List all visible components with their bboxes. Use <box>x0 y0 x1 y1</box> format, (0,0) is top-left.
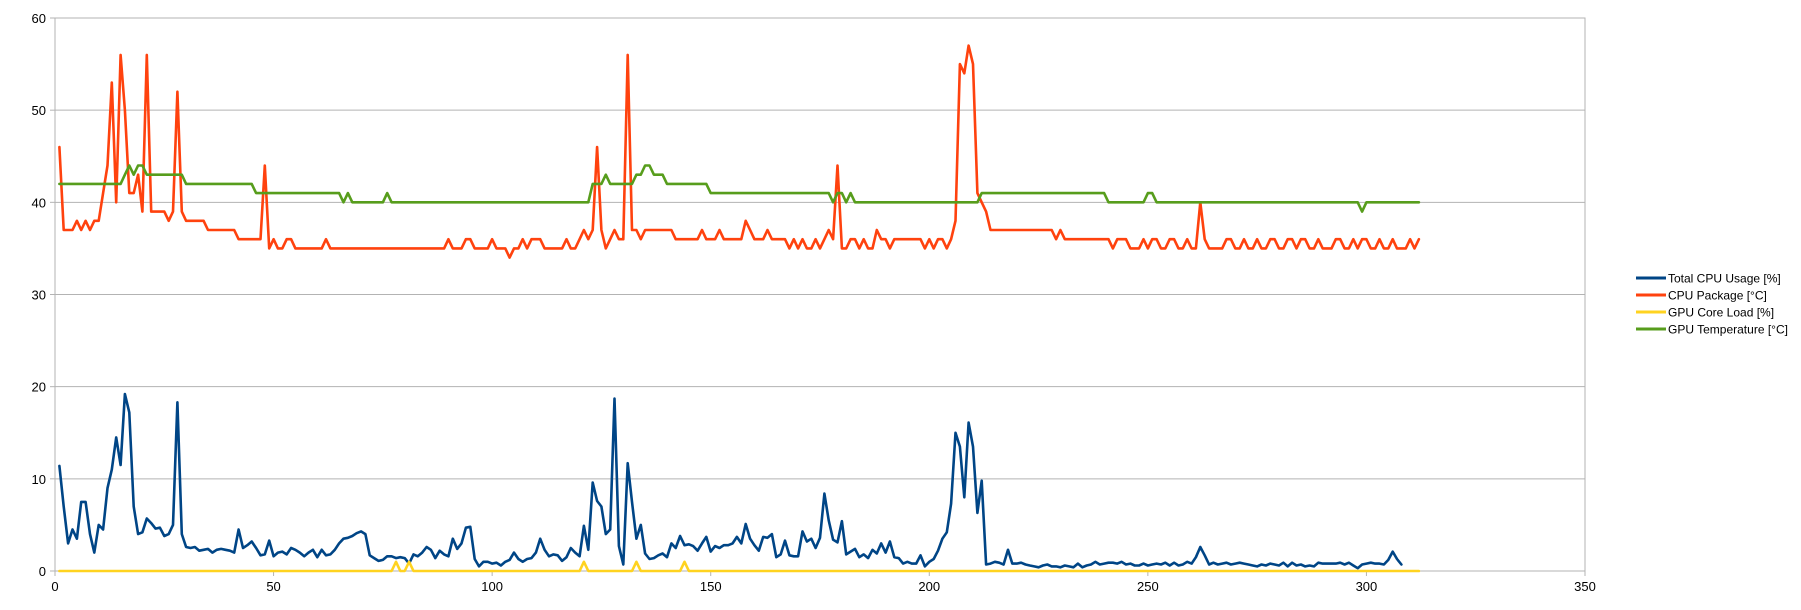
series-line-gpu-core-load <box>58 560 1421 573</box>
legend: Total CPU Usage [%] CPU Package [°C] GPU C… <box>1636 272 1788 337</box>
y-tick-label: 0 <box>39 564 46 579</box>
series-line-cpu-package <box>58 44 1421 259</box>
legend-label-total-cpu-usage: Total CPU Usage [%] <box>1668 272 1781 286</box>
y-tick-label: 30 <box>32 288 46 303</box>
y-axis-tick-labels: 0 10 20 30 40 50 60 <box>32 11 46 579</box>
x-tick-label: 150 <box>700 579 722 594</box>
x-axis-tick-labels: 0 50 100 150 200 250 300 350 <box>51 579 1595 594</box>
y-tick-label: 10 <box>32 472 46 487</box>
x-tick-label: 350 <box>1574 579 1596 594</box>
x-tick-label: 300 <box>1356 579 1378 594</box>
x-tick-label: 250 <box>1137 579 1159 594</box>
x-tick-label: 0 <box>51 579 58 594</box>
y-tick-label: 40 <box>32 195 46 210</box>
legend-label-gpu-core-load: GPU Core Load [%] <box>1668 306 1774 320</box>
y-tick-label: 60 <box>32 11 46 26</box>
legend-label-gpu-temperature: GPU Temperature [°C] <box>1668 323 1788 337</box>
series-line-total-cpu-usage <box>58 392 1403 570</box>
y-tick-label: 50 <box>32 103 46 118</box>
x-tick-label: 100 <box>481 579 503 594</box>
y-tick-label: 20 <box>32 380 46 395</box>
series-lines <box>58 44 1421 573</box>
x-tick-label: 50 <box>266 579 280 594</box>
x-tick-label: 200 <box>918 579 940 594</box>
legend-label-cpu-package: CPU Package [°C] <box>1668 289 1767 303</box>
series-line-gpu-temperature <box>58 164 1421 213</box>
